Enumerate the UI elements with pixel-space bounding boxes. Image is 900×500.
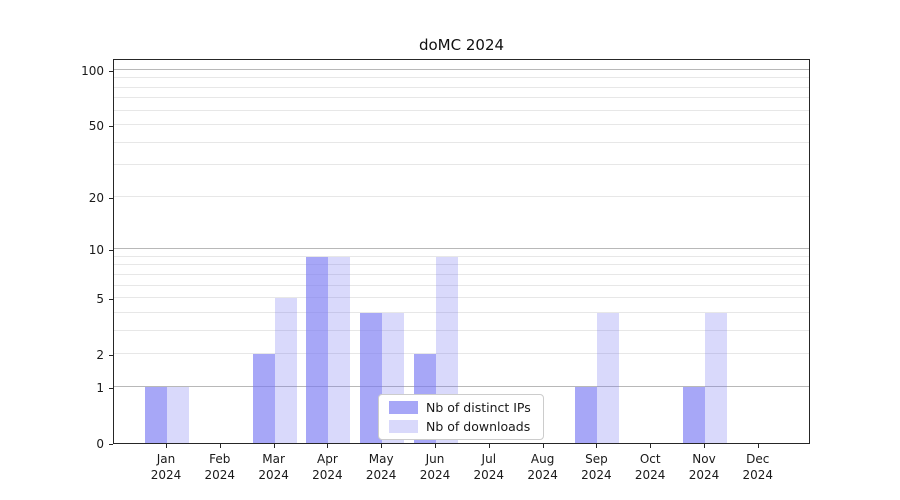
x-tick-label-mar: Mar 2024 [244,451,304,483]
y-tick-label-0: 0 [96,437,104,451]
x-tick-mark-mar [273,444,275,448]
y-tick-mark-2 [109,355,113,357]
chart-title: doMC 2024 [418,36,505,54]
x-tick-label-jul: Jul 2024 [459,451,519,483]
x-tick-label-feb: Feb 2024 [190,451,250,483]
y-tick-mark-20 [109,197,113,199]
x-tick-label-dec: Dec 2024 [728,451,788,483]
legend-label-downloads: Nb of downloads [426,419,531,434]
x-tick-year-oct: 2024 [634,468,666,482]
legend-entry-downloads: Nb of downloads [389,419,535,434]
legend-swatch-distinct-ips [389,401,418,414]
y-tick-mark-100 [109,70,113,72]
y-tick-mark-10 [109,250,113,252]
major-gridline-10 [114,248,809,250]
bar-downloads-nov [705,312,727,443]
x-tick-mark-oct [650,444,652,448]
y-tick-label-10: 10 [88,243,104,258]
y-tick-label-50: 50 [88,119,104,134]
y-tick-mark-0 [109,444,113,445]
x-tick-mark-dec [757,444,759,448]
x-tick-label-aug: Aug 2024 [513,451,573,483]
major-gridline-100 [114,69,809,70]
x-tick-mark-jun [435,444,436,448]
x-tick-label-sep: Sep 2024 [566,451,626,483]
x-tick-mark-sep [596,444,598,448]
x-tick-label-may: May 2024 [351,451,411,483]
minor-gridline-9 [114,255,809,257]
x-tick-label-oct: Oct 2024 [620,451,680,483]
x-tick-label-nov: Nov 2024 [674,451,734,483]
bar-distinct-ips-jan [145,386,167,443]
minor-gridline-80 [114,86,809,88]
minor-gridline-90 [114,77,809,79]
x-tick-mark-nov [704,444,705,448]
x-tick-year-sep: 2024 [581,468,612,482]
bar-distinct-ips-nov [683,386,705,443]
legend-entry-distinct-ips: Nb of distinct IPs [389,400,535,415]
x-tick-year-jun: 2024 [419,468,451,482]
legend-label-distinct-ips: Nb of distinct IPs [426,400,531,415]
minor-gridline-60 [114,109,809,111]
x-tick-mark-jan [166,444,167,448]
major-gridline-1 [114,385,809,387]
minor-gridline-5 [114,297,809,299]
y-tick-label-2: 2 [96,348,104,363]
minor-gridline-7 [114,273,809,275]
x-tick-year-dec: 2024 [742,468,774,482]
x-tick-year-may: 2024 [365,468,397,482]
bar-downloads-apr [328,256,351,443]
y-tick-mark-1 [109,387,113,389]
minor-gridline-6 [114,284,809,286]
x-tick-label-jan: Jan 2024 [136,451,196,483]
x-tick-year-aug: 2024 [527,468,558,482]
y-tick-label-5: 5 [96,292,104,307]
y-tick-mark-5 [109,299,113,301]
bar-downloads-sep [597,312,620,443]
x-tick-year-feb: 2024 [204,468,236,482]
y-tick-label-20: 20 [88,190,104,205]
minor-gridline-3 [114,329,809,331]
minor-gridline-70 [114,97,809,99]
minor-gridline-50 [114,124,809,126]
minor-gridline-30 [114,164,809,166]
x-tick-mark-aug [542,444,544,448]
x-tick-year-nov: 2024 [688,468,720,482]
bar-distinct-ips-may [360,312,383,443]
x-tick-year-mar: 2024 [258,468,289,482]
x-tick-mark-jul [488,444,490,448]
y-tick-label-100: 100 [81,63,104,78]
minor-gridline-8 [114,264,809,266]
x-tick-mark-may [381,444,383,448]
x-tick-mark-feb [219,444,221,448]
minor-gridline-4 [114,311,809,313]
x-tick-mark-apr [327,444,329,448]
bar-distinct-ips-sep [575,386,598,443]
bar-distinct-ips-mar [252,354,275,443]
minor-gridline-2 [114,353,809,355]
y-tick-label-1: 1 [96,380,104,395]
y-tick-mark-50 [109,126,113,128]
x-tick-year-jan: 2024 [150,468,182,482]
minor-gridline-40 [114,141,809,143]
legend-swatch-downloads [389,420,418,433]
x-tick-label-jun: Jun 2024 [405,451,465,483]
legend: Nb of distinct IPs Nb of downloads [378,394,544,440]
minor-gridline-20 [114,195,809,197]
x-tick-label-apr: Apr 2024 [297,451,357,483]
plot-area: Nb of distinct IPs Nb of downloads [113,59,810,444]
bar-downloads-mar [274,298,297,443]
bar-downloads-jan [167,386,189,443]
bar-distinct-ips-apr [306,256,329,443]
x-tick-year-apr: 2024 [312,468,343,482]
x-tick-year-jul: 2024 [473,468,505,482]
